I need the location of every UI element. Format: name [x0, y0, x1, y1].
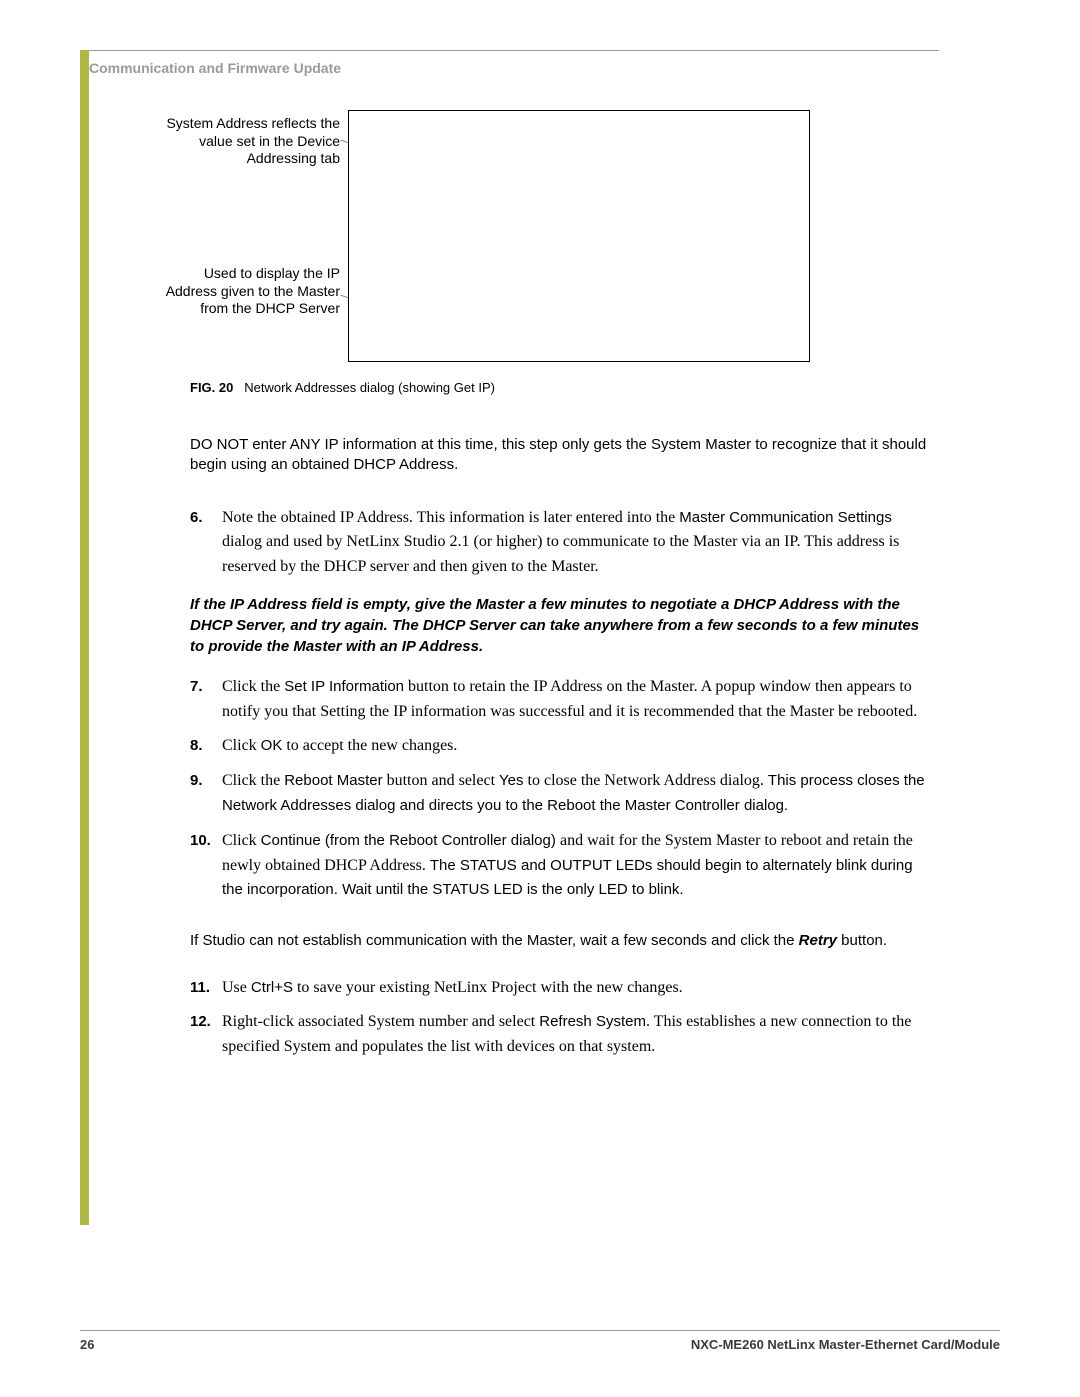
step-10-cont: Continue — [261, 832, 321, 849]
step-8-b: to accept the new changes. — [282, 737, 457, 754]
content-area: System Address reflects the value set in… — [190, 110, 930, 1070]
step-12-ref: Refresh System — [539, 1013, 646, 1030]
step-11-key: Ctrl+S — [251, 979, 293, 996]
step-9-b: button and select — [383, 772, 499, 789]
step-6: 6. Note the obtained IP Address. This in… — [190, 506, 930, 580]
page: Communication and Firmware Update System… — [0, 0, 1080, 1397]
step-12: 12. Right-click associated System number… — [190, 1010, 930, 1060]
figure-callout-1: System Address reflects the value set in… — [160, 115, 340, 168]
step-11-b: to save your existing NetLinx Project wi… — [293, 979, 683, 996]
step-8-a: Click — [222, 737, 261, 754]
page-number: 26 — [80, 1337, 94, 1352]
step-6-text-b: dialog and used by NetLinx Studio 2.1 (o… — [222, 533, 899, 575]
step-7: 7. Click the Set IP Information button t… — [190, 675, 930, 725]
figure-callout-2: Used to display the IP Address given to … — [160, 265, 340, 318]
top-rule — [89, 50, 939, 52]
steps-list-3: 11. Use Ctrl+S to save your existing Net… — [190, 976, 930, 1060]
step-8: 8. Click OK to accept the new changes. — [190, 734, 930, 759]
step-10: 10. Click Continue (from the Reboot Cont… — [190, 829, 930, 903]
step-7-btn: Set IP Information — [284, 678, 404, 695]
step-num: 12. — [190, 1010, 211, 1033]
step-12-a: Right-click associated System number and… — [222, 1013, 539, 1030]
step-8-ok: OK — [261, 737, 283, 754]
step-num: 6. — [190, 506, 203, 529]
step-10-a: Click — [222, 832, 261, 849]
retry-b: button. — [837, 932, 887, 949]
retry-a: If Studio can not establish communicatio… — [190, 932, 799, 949]
footer: 26 NXC-ME260 NetLinx Master-Ethernet Car… — [80, 1330, 1000, 1352]
steps-list-2: 7. Click the Set IP Information button t… — [190, 675, 930, 903]
retry-bold: Retry — [799, 932, 837, 949]
step-num: 7. — [190, 675, 203, 698]
step-6-mcs: Master Communication Settings — [679, 509, 892, 526]
ip-empty-note: If the IP Address field is empty, give t… — [190, 594, 930, 657]
step-9-c: to close the Network Address dialog. — [524, 772, 768, 789]
step-10-b: (from the Reboot Controller dialog) — [321, 832, 560, 849]
step-9-btn: Reboot Master — [284, 772, 382, 789]
step-9-a: Click the — [222, 772, 284, 789]
step-11-a: Use — [222, 979, 251, 996]
figure-wrap: System Address reflects the value set in… — [190, 110, 930, 405]
do-not-paragraph: DO NOT enter ANY IP information at this … — [190, 435, 930, 476]
step-6-text-a: Note the obtained IP Address. This infor… — [222, 509, 679, 526]
section-header: Communication and Firmware Update — [89, 60, 341, 76]
accent-bar — [80, 50, 89, 1225]
step-11: 11. Use Ctrl+S to save your existing Net… — [190, 976, 930, 1001]
footer-title: NXC-ME260 NetLinx Master-Ethernet Card/M… — [691, 1337, 1000, 1352]
step-9-yes: Yes — [499, 772, 523, 789]
step-num: 9. — [190, 769, 203, 792]
step-num: 11. — [190, 976, 210, 999]
steps-list: 6. Note the obtained IP Address. This in… — [190, 506, 930, 580]
step-7-a: Click the — [222, 678, 284, 695]
step-num: 10. — [190, 829, 211, 852]
step-num: 8. — [190, 734, 203, 757]
figure-image-placeholder — [348, 110, 810, 362]
retry-paragraph: If Studio can not establish communicatio… — [190, 931, 930, 951]
step-9: 9. Click the Reboot Master button and se… — [190, 769, 930, 819]
